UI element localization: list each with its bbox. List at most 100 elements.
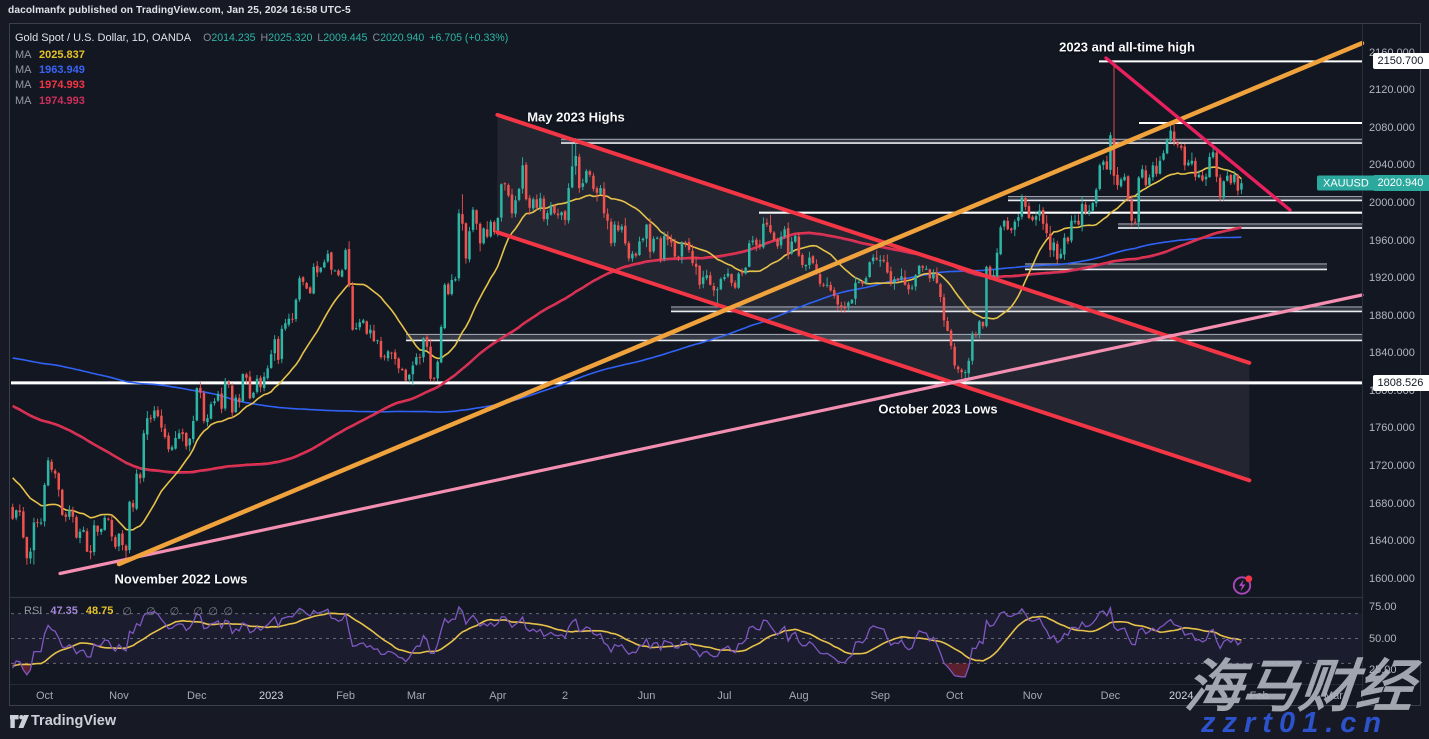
low-label: L bbox=[317, 31, 324, 44]
june-lows-zone[interactable] bbox=[671, 306, 1363, 313]
price-line-badge-2150.700: 2150.700 bbox=[1372, 53, 1429, 70]
high-value: 2025.320 bbox=[268, 31, 313, 44]
candlestick-series[interactable] bbox=[11, 61, 1243, 565]
ma-legend-row-2: MA 1963.949 bbox=[15, 62, 508, 77]
may-2023-highs-zone[interactable] bbox=[561, 138, 1363, 144]
price-tick-1680: 1680.000 bbox=[1369, 497, 1415, 510]
rsi-pane bbox=[11, 605, 1363, 678]
tradingview-brand-text[interactable]: TradingView bbox=[31, 713, 117, 729]
time-tick-oct: Oct bbox=[36, 690, 54, 702]
change-value: +6.705 (+0.33%) bbox=[429, 31, 509, 44]
close-value: 2020.940 bbox=[380, 31, 425, 44]
ma-label[interactable]: MA bbox=[15, 64, 32, 77]
long-term-ascending-support-orange[interactable] bbox=[116, 40, 1365, 567]
annotation-november-2022-lows[interactable]: November 2022 Lows bbox=[114, 571, 248, 586]
feb-2023-lows-zone[interactable] bbox=[406, 333, 1363, 342]
annotation-october-2023-lows[interactable]: October 2023 Lows bbox=[878, 401, 998, 417]
time-tick-nov: Nov bbox=[109, 690, 129, 702]
rsi-empty-values: ∅ ∅ ∅ ∅∅∅ bbox=[122, 605, 239, 618]
time-tick-2023: 2023 bbox=[258, 690, 284, 702]
price-tick-1760: 1760.000 bbox=[1369, 422, 1415, 435]
publish-info-bar: dacolmanfx published on TradingView.com,… bbox=[0, 0, 1429, 23]
price-tick-1960: 1960.000 bbox=[1369, 234, 1415, 247]
time-tick-jul: Jul bbox=[717, 690, 732, 702]
watermark-url: zzrt01.cn bbox=[1201, 707, 1389, 739]
rsi-legend: RSI 47.35 48.75 ∅ ∅ ∅ ∅∅∅ bbox=[24, 604, 239, 618]
time-tick-dec: Dec bbox=[187, 690, 207, 702]
rsi-tick-50: 50.00 bbox=[1369, 632, 1397, 645]
ma-label[interactable]: MA bbox=[15, 94, 32, 107]
symbol-title[interactable]: Gold Spot / U.S. Dollar, 1D, OANDA bbox=[15, 31, 192, 44]
rsi-value: 47.35 bbox=[50, 605, 78, 617]
tradingview-logo-icon[interactable] bbox=[10, 715, 29, 729]
time-tick-2: 2 bbox=[562, 690, 569, 702]
price-tick-1720: 1720.000 bbox=[1369, 460, 1415, 473]
nov-2023-low-zone[interactable] bbox=[1025, 263, 1327, 271]
time-tick-feb: Feb bbox=[336, 690, 356, 702]
time-tick-oct: Oct bbox=[946, 690, 964, 702]
symbol-price-chip: XAUUSD bbox=[1317, 175, 1375, 191]
annotation-2023-and-all-time-high[interactable]: 2023 and all-time high bbox=[1059, 39, 1195, 54]
high-label: H bbox=[260, 31, 269, 44]
price-tick-2120: 2120.000 bbox=[1369, 84, 1415, 97]
publish-info-text: dacolmanfx published on TradingView.com,… bbox=[8, 5, 351, 16]
chart-legend: Gold Spot / U.S. Dollar, 1D, OANDA O 2014.… bbox=[15, 29, 508, 109]
time-tick-2024: 2024 bbox=[1168, 690, 1194, 702]
footer-bar: TradingView bbox=[0, 706, 1429, 739]
last-price-badge: 2020.940 bbox=[1372, 175, 1429, 192]
oct-2023-high-zone[interactable] bbox=[1008, 195, 1363, 202]
ma-label[interactable]: MA bbox=[15, 48, 32, 61]
descending-channel-bottom-red[interactable] bbox=[495, 230, 1252, 483]
ma20-line[interactable] bbox=[12, 166, 1242, 531]
low-value: 2009.445 bbox=[323, 31, 368, 44]
ma-label[interactable]: MA bbox=[15, 79, 32, 92]
annotation-may-2023-highs[interactable]: May 2023 Highs bbox=[527, 109, 625, 125]
chart-canvas[interactable] bbox=[10, 24, 1420, 705]
close-label: C bbox=[372, 31, 381, 44]
secondary-ascending-support-pink[interactable] bbox=[58, 293, 1364, 576]
price-tick-1920: 1920.000 bbox=[1369, 272, 1415, 285]
price-tick-1640: 1640.000 bbox=[1369, 535, 1415, 548]
horizontal-levels bbox=[11, 60, 1363, 385]
ma-legend-row-3: MA 1974.993 bbox=[15, 78, 508, 93]
time-tick-jun: Jun bbox=[637, 690, 656, 702]
time-tick-dec: Dec bbox=[1100, 690, 1121, 702]
ma200-value: 1963.949 bbox=[39, 64, 85, 77]
ma100-line[interactable] bbox=[12, 226, 1242, 473]
time-tick-nov: Nov bbox=[1022, 690, 1043, 702]
open-label: O bbox=[203, 31, 212, 44]
ma100b-value: 1974.993 bbox=[39, 94, 85, 107]
symbol-legend-row: Gold Spot / U.S. Dollar, 1D, OANDA O 2014.… bbox=[15, 29, 508, 46]
open-value: 2014.235 bbox=[211, 31, 256, 44]
time-tick-aug: Aug bbox=[789, 690, 809, 702]
price-tick-1880: 1880.000 bbox=[1369, 309, 1415, 322]
ma-legend-row-4: MA 1974.993 bbox=[15, 93, 508, 108]
ma20-value: 2025.837 bbox=[39, 48, 85, 61]
ma100b-line[interactable] bbox=[12, 227, 1242, 474]
rsi-indicator-label[interactable]: RSI bbox=[24, 605, 43, 617]
chart-container: Gold Spot / U.S. Dollar, 1D, OANDA O 2014.… bbox=[9, 23, 1429, 706]
time-tick-mar: Mar bbox=[406, 690, 426, 702]
ma-legend-row-1: MA 2025.837 bbox=[15, 47, 508, 62]
rsi-oversold-fill bbox=[12, 663, 970, 677]
time-tick-mar: Mar bbox=[1324, 690, 1343, 702]
rsi-tick-25: 25.00 bbox=[1369, 663, 1397, 676]
price-tick-1600: 1600.000 bbox=[1369, 572, 1415, 585]
price-tick-2040: 2040.000 bbox=[1369, 159, 1415, 172]
price-tick-1840: 1840.000 bbox=[1369, 347, 1415, 360]
boost-flash-icon[interactable] bbox=[1232, 575, 1253, 595]
price-line-badge-1808.526: 1808.526 bbox=[1372, 374, 1429, 391]
time-tick-feb: Feb bbox=[1249, 690, 1269, 702]
ma100-value: 1974.993 bbox=[39, 79, 85, 92]
descending-channel-top-red[interactable] bbox=[495, 112, 1252, 365]
rsi-tick-75: 75.00 bbox=[1369, 601, 1397, 614]
descending-channel-fill bbox=[497, 114, 1250, 481]
rsi-overbought-fill bbox=[146, 607, 1112, 614]
ath-descending-resistance-crimson[interactable] bbox=[1104, 56, 1292, 212]
time-tick-apr: Apr bbox=[489, 690, 507, 702]
price-tick-2080: 2080.000 bbox=[1369, 121, 1415, 134]
rsi-ma-line[interactable] bbox=[12, 612, 1242, 667]
rsi-line[interactable] bbox=[12, 605, 1242, 678]
price-tick-2000: 2000.000 bbox=[1369, 196, 1415, 209]
rsi-ma-value: 48.75 bbox=[85, 605, 114, 617]
